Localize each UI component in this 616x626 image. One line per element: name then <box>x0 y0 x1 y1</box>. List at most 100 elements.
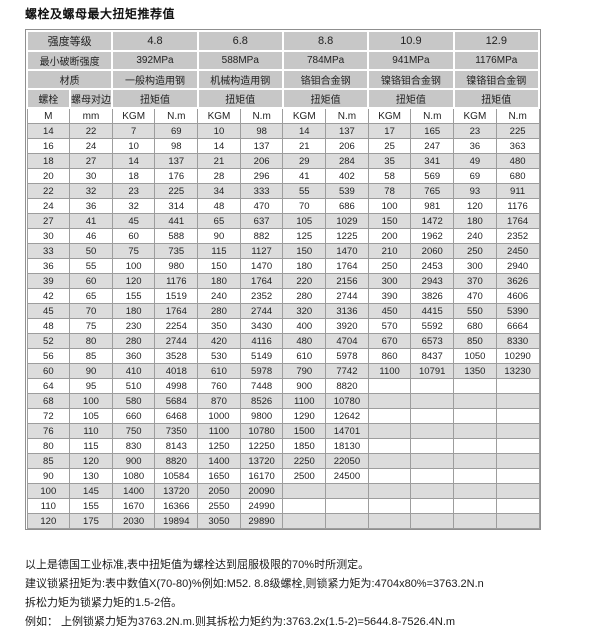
table-row: 30 46 60 588 90 882 125 1225 200 1962 240 2352 <box>26 228 540 244</box>
grade-4-8: 4.8 <box>111 30 199 52</box>
table-cell: 24 <box>26 198 71 214</box>
table-row: 33 50 75 735 115 1127 150 1470 210 2060 250 2450 <box>26 243 540 259</box>
torque-value-label: 扭矩值 <box>452 88 541 109</box>
table-cell: 180 <box>453 213 497 229</box>
table-cell: 680 <box>495 168 540 184</box>
note-line: 以上是德国工业标准,表中扭矩值为螺栓达到屈服极限的70%时所测定。 <box>25 559 370 571</box>
table-cell <box>453 453 497 469</box>
table-cell: 145 <box>69 483 113 499</box>
torque-table: 强度等级 4.8 6.8 8.8 10.9 12.9 最小破断强度 392MPa… <box>25 30 541 529</box>
torque-table-body: 14 22 7 69 10 98 14 137 17 165 23 225 16 24 10 98 14 137 2… <box>26 123 540 529</box>
table-cell: 1400 <box>111 483 156 499</box>
table-cell: 1764 <box>154 303 199 319</box>
table-cell: 830 <box>111 438 156 454</box>
table-cell: 150 <box>282 243 327 259</box>
table-cell: 1029 <box>325 213 369 229</box>
table-cell: 115 <box>69 438 113 454</box>
table-cell: 280 <box>197 303 241 319</box>
table-cell: 10584 <box>154 468 199 484</box>
table-cell <box>410 498 455 514</box>
table-cell: 3430 <box>239 318 284 334</box>
table-cell: 8526 <box>239 393 284 409</box>
table-cell: 680 <box>453 318 497 334</box>
table-cell: 32 <box>111 198 156 214</box>
unit-nm: N.m <box>495 107 540 124</box>
table-cell: 125 <box>282 228 327 244</box>
table-cell: 882 <box>239 228 284 244</box>
table-cell: 36 <box>453 138 497 154</box>
table-cell: 1225 <box>325 228 369 244</box>
table-cell <box>367 468 412 484</box>
unit-kgm: KGM <box>282 107 327 124</box>
table-cell: 14 <box>111 153 156 169</box>
table-cell: 441 <box>154 213 199 229</box>
table-cell: 28 <box>197 168 241 184</box>
table-cell: 50 <box>69 243 113 259</box>
table-row: 45 70 180 1764 280 2744 320 3136 450 4415 550 5390 <box>26 303 540 319</box>
table-cell: 36 <box>69 198 113 214</box>
table-cell <box>410 408 455 424</box>
table-cell: 5684 <box>154 393 199 409</box>
table-cell: 155 <box>69 498 113 514</box>
table-cell: 14 <box>282 123 327 139</box>
table-cell: 390 <box>367 288 412 304</box>
table-cell: 65 <box>69 288 113 304</box>
table-cell: 95 <box>69 378 113 394</box>
table-cell: 27 <box>26 213 71 229</box>
breaking-strength-label: 最小破断强度 <box>25 50 114 71</box>
table-cell: 3050 <box>197 513 241 529</box>
table-cell: 58 <box>367 168 412 184</box>
table-cell: 5978 <box>325 348 369 364</box>
table-cell: 7742 <box>325 363 369 379</box>
table-cell <box>410 483 455 499</box>
table-cell: 120 <box>26 513 71 529</box>
strength-grade-label: 强度等级 <box>25 30 114 52</box>
strength-value: 941MPa <box>367 50 455 71</box>
table-cell: 8330 <box>495 333 540 349</box>
table-cell: 60 <box>26 363 71 379</box>
table-cell <box>410 393 455 409</box>
table-cell: 1100 <box>367 363 412 379</box>
table-cell: 105 <box>282 213 327 229</box>
table-cell: 637 <box>239 213 284 229</box>
table-cell: 18 <box>111 168 156 184</box>
table-cell: 70 <box>282 198 327 214</box>
table-cell: 13720 <box>154 483 199 499</box>
table-cell: 240 <box>453 228 497 244</box>
table-cell: 4018 <box>154 363 199 379</box>
table-cell: 981 <box>410 198 455 214</box>
table-cell: 420 <box>197 333 241 349</box>
table-cell: 900 <box>111 453 156 469</box>
table-cell: 7448 <box>239 378 284 394</box>
table-cell: 180 <box>111 303 156 319</box>
table-cell: 45 <box>111 213 156 229</box>
table-cell: 180 <box>197 273 241 289</box>
table-cell: 660 <box>111 408 156 424</box>
table-cell <box>367 393 412 409</box>
table-cell: 27 <box>69 153 113 169</box>
table-cell: 1962 <box>410 228 455 244</box>
table-cell: 98 <box>154 138 199 154</box>
table-cell: 1650 <box>197 468 241 484</box>
table-cell: 588 <box>154 228 199 244</box>
unit-nm: N.m <box>239 107 284 124</box>
table-cell: 284 <box>325 153 369 169</box>
table-cell: 2060 <box>410 243 455 259</box>
table-cell: 2254 <box>154 318 199 334</box>
table-cell: 14 <box>26 123 71 139</box>
table-cell: 200 <box>367 228 412 244</box>
table-cell: 250 <box>453 243 497 259</box>
table-row: 90 130 1080 10584 1650 16170 2500 24500 <box>26 468 540 484</box>
table-cell: 530 <box>197 348 241 364</box>
table-cell: 110 <box>26 498 71 514</box>
table-cell: 870 <box>197 393 241 409</box>
table-cell: 1290 <box>282 408 327 424</box>
table-cell: 250 <box>367 258 412 274</box>
table-cell: 6573 <box>410 333 455 349</box>
table-cell: 12250 <box>239 438 284 454</box>
table-cell: 480 <box>495 153 540 169</box>
table-cell: 155 <box>111 288 156 304</box>
table-cell: 69 <box>154 123 199 139</box>
table-cell: 3626 <box>495 273 540 289</box>
table-cell <box>453 498 497 514</box>
